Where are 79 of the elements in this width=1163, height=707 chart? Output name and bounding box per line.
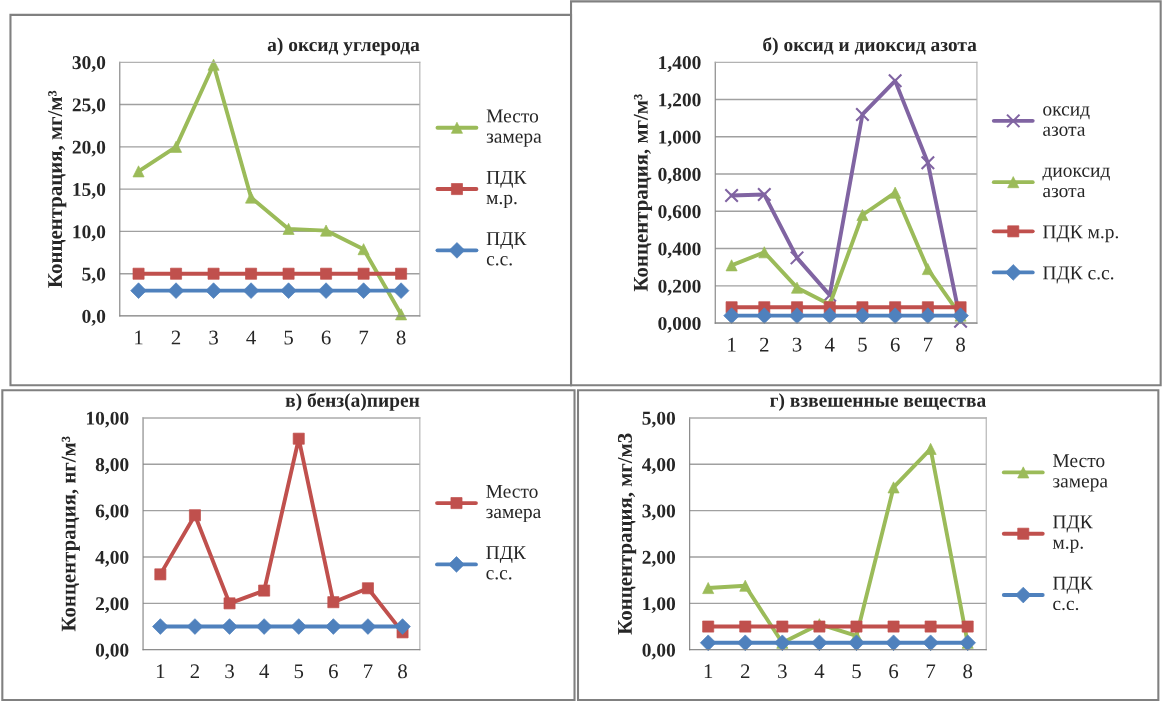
legend-label: ПДК с.с. bbox=[486, 232, 527, 266]
x-tick-label: 4 bbox=[259, 664, 270, 679]
y-tick-label: 0,600 bbox=[658, 205, 701, 222]
x-tick-label: 4 bbox=[814, 664, 825, 679]
x-tick-label: 3 bbox=[778, 664, 787, 679]
y-tick-label: 2,00 bbox=[642, 550, 676, 567]
x-tick-label: 4 bbox=[824, 337, 835, 352]
x-tick-label: 7 bbox=[364, 664, 373, 679]
y-tick-label: 25,0 bbox=[72, 98, 106, 115]
x-tick-label: 6 bbox=[889, 664, 899, 679]
x-tick-label: 3 bbox=[792, 337, 802, 352]
y-axis-title: Концентрация, мг/м³ bbox=[48, 90, 67, 288]
legend-label: Место замера bbox=[1052, 454, 1108, 492]
x-tick-label: 1 bbox=[135, 330, 143, 345]
x-tick-label: 2 bbox=[171, 330, 181, 345]
chart-title: б) оксид и диоксид азота bbox=[763, 37, 977, 56]
x-tick-label: 3 bbox=[209, 330, 218, 345]
y-tick-label: 10,00 bbox=[86, 411, 129, 428]
x-tick-label: 5 bbox=[858, 337, 867, 352]
x-tick-label: 7 bbox=[359, 330, 369, 345]
chart-title: в) бенз(а)пирен bbox=[285, 392, 420, 411]
legend-label: оксид азота bbox=[1043, 106, 1090, 136]
x-tick-label: 7 bbox=[926, 664, 936, 679]
x-tick-label: 8 bbox=[956, 337, 965, 352]
y-tick-label: 5,0 bbox=[82, 267, 106, 284]
legend-label: диоксид азота bbox=[1042, 167, 1110, 198]
legend-label: Место замера bbox=[486, 484, 541, 523]
x-tick-label: 6 bbox=[890, 337, 900, 352]
x-tick-label: 5 bbox=[284, 330, 293, 345]
x-tick-label: 1 bbox=[728, 337, 736, 352]
x-tick-label: 2 bbox=[190, 664, 200, 679]
y-tick-label: 4,00 bbox=[95, 550, 129, 567]
legend-label: Место замера bbox=[486, 109, 542, 147]
y-tick-label: 8,00 bbox=[95, 458, 129, 474]
y-tick-label: 15,0 bbox=[73, 182, 106, 199]
legend-label: ПДК с.с. bbox=[1042, 266, 1114, 284]
y-tick-label: 20,0 bbox=[72, 140, 106, 157]
y-tick-label: 0,800 bbox=[658, 167, 701, 184]
y-axis-title: Концентрация, мг/м³ bbox=[633, 94, 653, 292]
y-tick-label: 0,0 bbox=[82, 309, 106, 326]
y-tick-label: 1,200 bbox=[659, 93, 701, 110]
y-tick-label: 0,200 bbox=[658, 279, 701, 296]
x-tick-label: 7 bbox=[924, 337, 933, 352]
x-tick-label: 1 bbox=[704, 664, 713, 679]
y-tick-label: 2,00 bbox=[95, 597, 129, 614]
y-tick-label: 6,00 bbox=[95, 504, 129, 521]
y-tick-label: 4,00 bbox=[642, 458, 676, 474]
x-tick-label: 8 bbox=[396, 330, 406, 345]
y-tick-label: 0,00 bbox=[95, 643, 129, 660]
legend-label: ПДК м.р. bbox=[486, 170, 527, 209]
x-tick-label: 4 bbox=[246, 330, 256, 345]
x-tick-label: 2 bbox=[760, 337, 769, 352]
x-tick-label: 6 bbox=[321, 330, 331, 345]
x-tick-label: 5 bbox=[294, 664, 304, 679]
y-tick-label: 1,00 bbox=[643, 597, 676, 614]
x-tick-label: 5 bbox=[852, 664, 861, 679]
x-tick-label: 1 bbox=[156, 664, 165, 679]
y-tick-label: 10,0 bbox=[73, 225, 106, 242]
y-tick-label: 0,400 bbox=[658, 242, 701, 259]
y-tick-label: 1,000 bbox=[659, 130, 701, 147]
x-tick-label: 8 bbox=[963, 664, 973, 679]
y-axis-title: Концентрация, мг/м3 bbox=[617, 433, 637, 635]
chart-title: а) оксид углерода bbox=[267, 37, 420, 56]
x-tick-label: 3 bbox=[225, 664, 234, 679]
y-tick-label: 1,400 bbox=[659, 56, 701, 72]
legend-label: ПДК с.с. bbox=[486, 546, 526, 580]
x-tick-label: 2 bbox=[740, 664, 750, 679]
y-tick-label: 30,0 bbox=[72, 56, 106, 72]
x-tick-label: 8 bbox=[398, 664, 407, 679]
y-tick-label: 0,000 bbox=[658, 316, 701, 333]
legend-label: ПДК м.р. bbox=[1052, 515, 1093, 553]
chart-title: г) взвешенные вещества bbox=[770, 393, 986, 411]
legend-label: ПДК м.р. bbox=[1042, 225, 1119, 243]
y-tick-label: 5,00 bbox=[642, 411, 676, 428]
legend-label: ПДК с.с. bbox=[1052, 576, 1093, 611]
y-tick-label: 0,00 bbox=[642, 643, 676, 660]
x-tick-label: 6 bbox=[329, 664, 338, 679]
y-tick-label: 3,00 bbox=[642, 504, 676, 521]
y-axis-title: Концентрация, нг/м³ bbox=[61, 436, 80, 632]
